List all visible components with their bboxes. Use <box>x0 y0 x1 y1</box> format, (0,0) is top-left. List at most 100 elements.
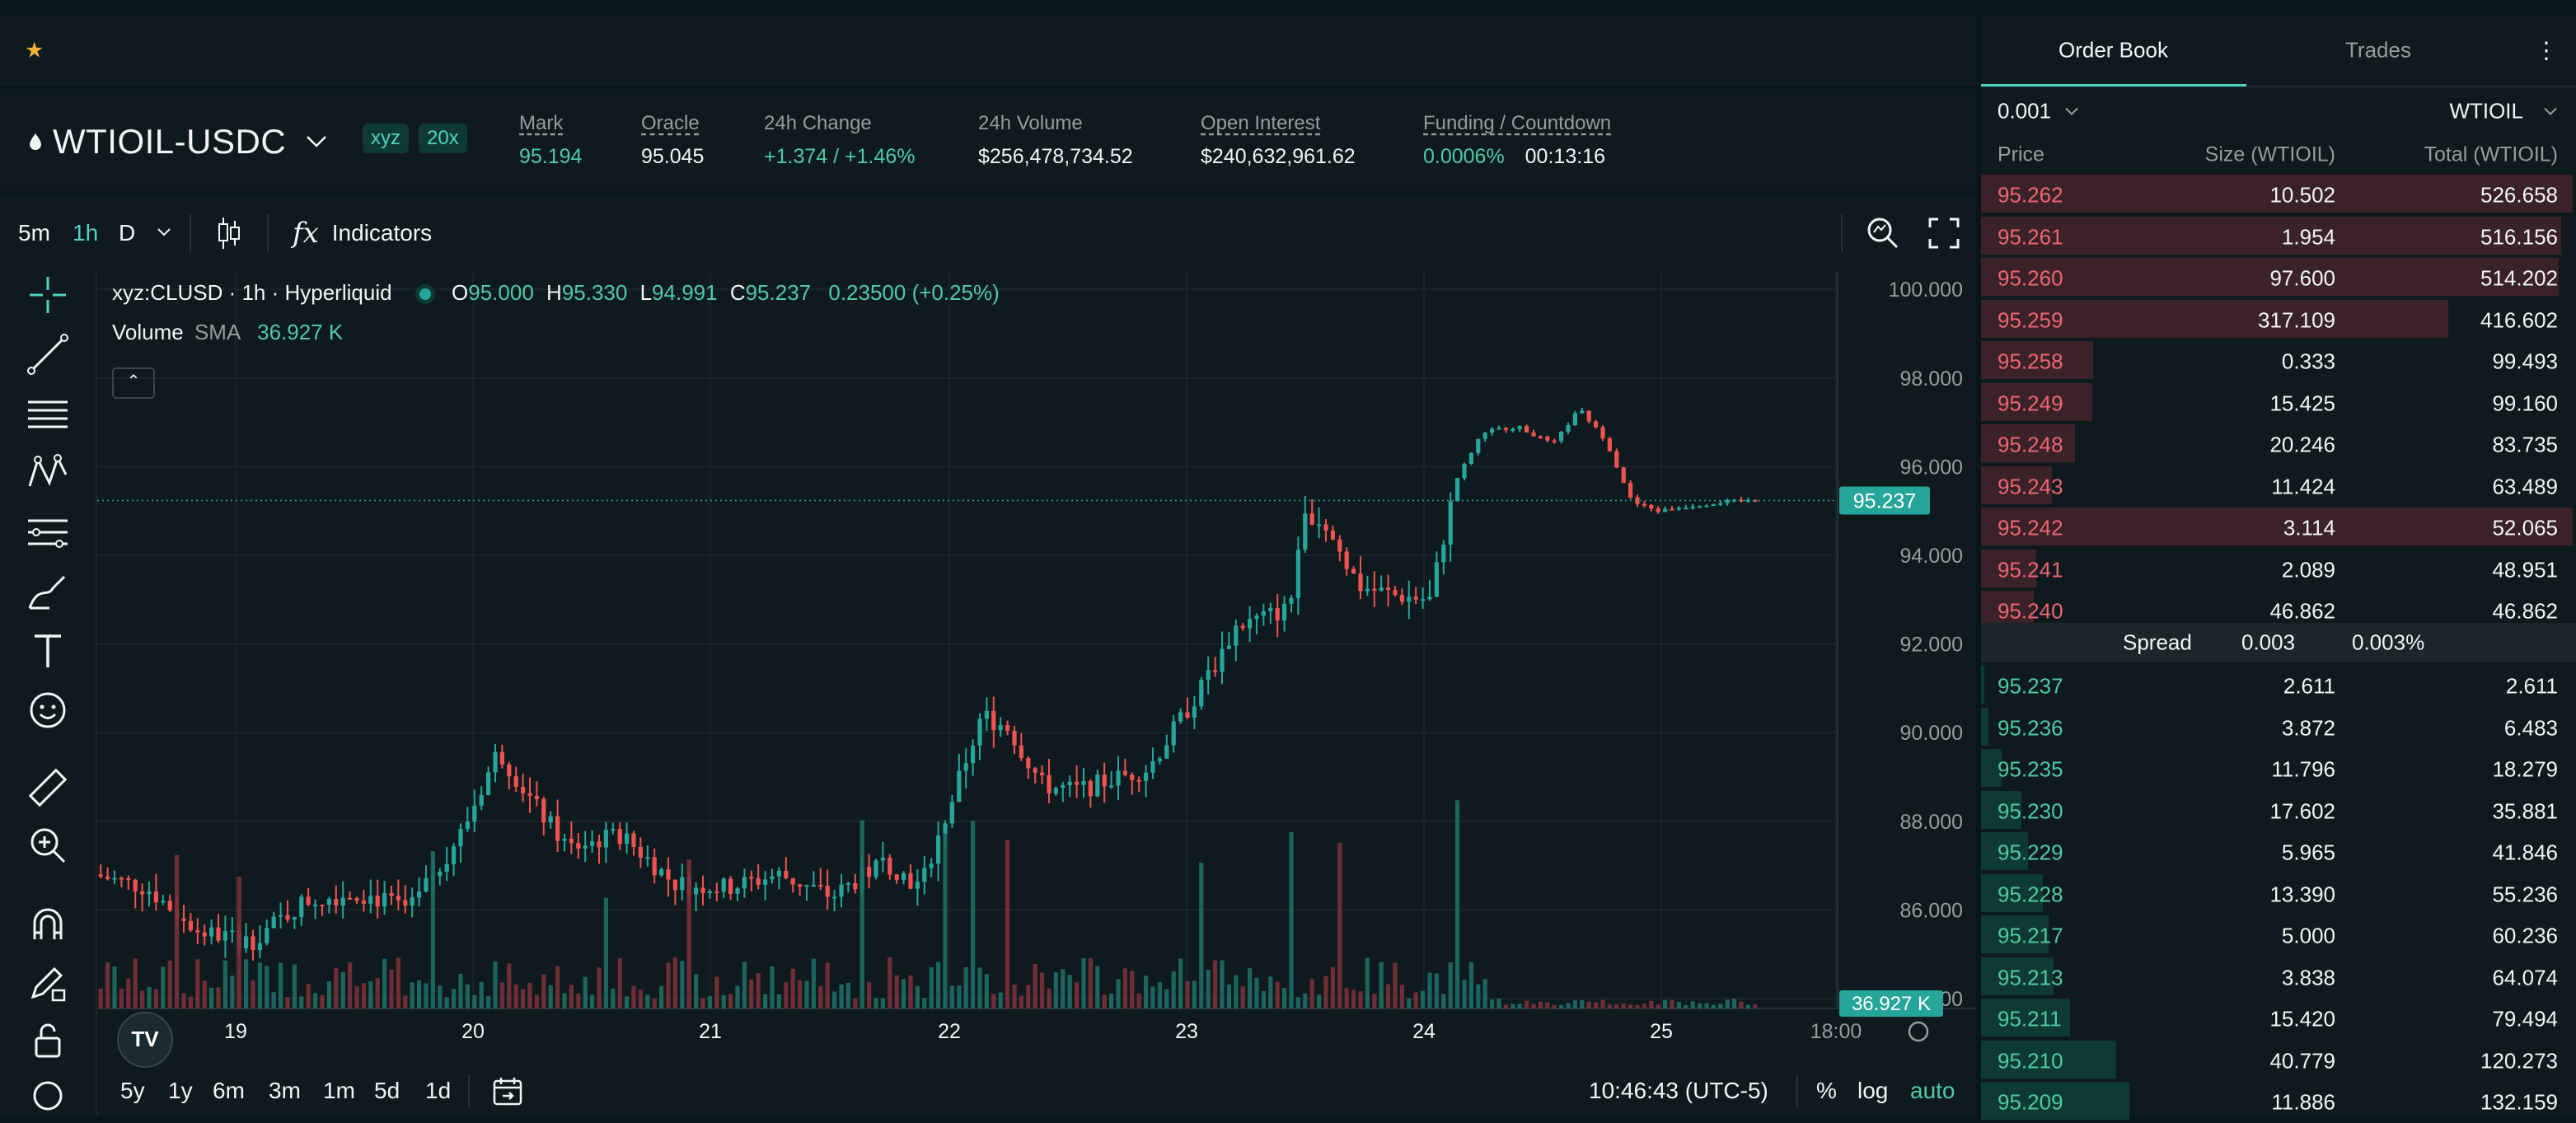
volume-bar <box>389 969 394 1008</box>
range-1m[interactable]: 1m <box>323 1078 355 1103</box>
timeframe-5m[interactable]: 5m <box>18 220 50 246</box>
ask-size: 3.114 <box>2283 515 2335 540</box>
unit-select[interactable]: WTIOIL <box>2449 99 2558 124</box>
candle-body <box>555 816 560 841</box>
magnet-tool[interactable] <box>25 901 71 948</box>
price-chart[interactable]: 100.000 98.000 96.000 94.000 92.000 90.000 88.… <box>97 272 1976 1066</box>
bid-row[interactable]: 95.209 11.886 132.159 <box>1981 1082 2576 1123</box>
ask-row[interactable]: 95.249 15.425 99.160 <box>1981 382 2576 424</box>
ask-row[interactable]: 95.262 10.502 526.658 <box>1981 175 2576 216</box>
range-3m[interactable]: 3m <box>269 1078 301 1103</box>
settings-icon[interactable] <box>1908 1021 1929 1042</box>
ask-row[interactable]: 95.259 317.109 416.602 <box>1981 299 2576 341</box>
range-5d[interactable]: 5d <box>374 1078 400 1103</box>
candle-body <box>1220 648 1225 672</box>
tradingview-logo[interactable]: TV <box>117 1012 173 1068</box>
volume-bar <box>1503 1004 1509 1008</box>
volume-bar <box>859 820 864 1008</box>
ask-row[interactable]: 95.261 1.954 516.156 <box>1981 216 2576 258</box>
volume-bar <box>569 985 574 1008</box>
candle-body <box>1427 597 1432 600</box>
ruler-tool[interactable] <box>25 765 71 811</box>
ask-row[interactable]: 95.260 97.600 514.202 <box>1981 258 2576 299</box>
bid-row[interactable]: 95.235 11.796 18.279 <box>1981 749 2576 790</box>
star-icon[interactable]: ★ <box>25 37 44 63</box>
indicators-button[interactable]: fx Indicators <box>293 217 432 250</box>
volume-bar <box>1212 960 1218 1008</box>
ask-row[interactable]: 95.242 3.114 52.065 <box>1981 508 2576 549</box>
bid-row[interactable]: 95.211 15.420 79.494 <box>1981 999 2576 1040</box>
bid-row[interactable]: 95.228 13.390 55.236 <box>1981 873 2576 915</box>
horizontal-lines-tool[interactable] <box>25 391 71 437</box>
last-price-tag <box>1839 486 1930 515</box>
volume-bar <box>1185 981 1190 1008</box>
crosshair-tool[interactable] <box>25 272 71 318</box>
candle-body <box>1468 452 1474 464</box>
calendar-icon[interactable] <box>491 1074 524 1107</box>
ask-row[interactable]: 95.240 46.862 46.862 <box>1981 591 2576 632</box>
col-total: Total (WTIOIL) <box>2424 143 2558 166</box>
lock-drawing-tool[interactable] <box>25 959 71 1005</box>
range-5y[interactable]: 5y <box>120 1078 145 1103</box>
bid-row[interactable]: 95.237 2.611 2.611 <box>1981 666 2576 707</box>
emoji-tool[interactable] <box>25 687 71 733</box>
more-options-icon[interactable]: ⋮ <box>2535 37 2558 63</box>
fullscreen-icon[interactable] <box>1928 218 1960 249</box>
zoom-in-tool[interactable] <box>25 822 71 868</box>
bid-row[interactable]: 95.213 3.838 64.074 <box>1981 957 2576 999</box>
bid-row[interactable]: 95.210 40.779 120.273 <box>1981 1040 2576 1082</box>
visibility-tool[interactable] <box>25 1069 71 1116</box>
bid-row[interactable]: 95.229 5.965 41.846 <box>1981 832 2576 873</box>
text-tool[interactable] <box>25 628 71 674</box>
y-tick-label: 92.000 <box>1900 634 1963 657</box>
pattern-tool[interactable] <box>25 450 71 496</box>
market-selector[interactable]: WTIOIL-USDC <box>30 122 327 161</box>
tick-size-select[interactable]: 0.001 <box>1998 99 2079 124</box>
ask-total: 99.493 <box>2492 349 2558 374</box>
brush-tool[interactable] <box>25 569 71 615</box>
volume-bar <box>991 994 996 1008</box>
volume-bar <box>998 992 1003 1008</box>
candle-body <box>853 882 858 890</box>
bid-row[interactable]: 95.236 3.872 6.483 <box>1981 707 2576 749</box>
candle-body <box>611 829 616 831</box>
fib-tool[interactable] <box>25 509 71 555</box>
ask-row[interactable]: 95.241 2.089 48.951 <box>1981 549 2576 591</box>
lock-tool[interactable] <box>25 1017 71 1063</box>
bid-price: 95.236 <box>1998 715 2063 740</box>
volume-bar <box>957 985 962 1008</box>
candle-body <box>943 823 948 836</box>
log-scale-toggle[interactable]: log <box>1857 1078 1889 1103</box>
volume-bar <box>762 994 768 1008</box>
tab-trades[interactable]: Trades <box>2345 37 2411 63</box>
bid-row[interactable]: 95.230 17.602 35.881 <box>1981 790 2576 832</box>
volume-bar <box>1593 1002 1599 1008</box>
chevron-down-icon[interactable] <box>157 227 171 237</box>
volume-bar <box>1372 994 1377 1008</box>
range-1y[interactable]: 1y <box>168 1078 193 1103</box>
trendline-tool[interactable] <box>25 331 71 377</box>
candles-icon[interactable] <box>216 216 242 250</box>
percent-scale-toggle[interactable]: % <box>1816 1078 1837 1103</box>
volume-bar <box>396 957 401 1008</box>
tab-order-book[interactable]: Order Book <box>2058 37 2168 63</box>
collapse-legend-button[interactable]: ⌃ <box>112 367 155 399</box>
ask-row[interactable]: 95.248 20.246 83.735 <box>1981 424 2576 466</box>
candle-body <box>811 884 817 887</box>
range-1d[interactable]: 1d <box>425 1078 452 1103</box>
bid-size: 17.602 <box>2269 798 2335 823</box>
candle-body <box>222 931 228 941</box>
zoom-search-icon[interactable] <box>1864 214 1900 250</box>
ask-row[interactable]: 95.258 0.333 99.493 <box>1981 341 2576 382</box>
auto-scale-toggle[interactable]: auto <box>1910 1078 1955 1103</box>
volume-bar <box>410 982 415 1008</box>
candle-body <box>1234 625 1239 646</box>
candle-body <box>790 877 795 885</box>
range-6m[interactable]: 6m <box>213 1078 245 1103</box>
bid-row[interactable]: 95.217 5.000 60.236 <box>1981 915 2576 957</box>
ask-row[interactable]: 95.243 11.424 63.489 <box>1981 466 2576 508</box>
timeframe-d[interactable]: D <box>119 220 136 246</box>
chart-plot-area[interactable]: 100.000 98.000 96.000 94.000 92.000 90.000 88.… <box>97 272 1976 1116</box>
volume-bar <box>1247 968 1253 1008</box>
timeframe-1h[interactable]: 1h <box>73 220 99 246</box>
